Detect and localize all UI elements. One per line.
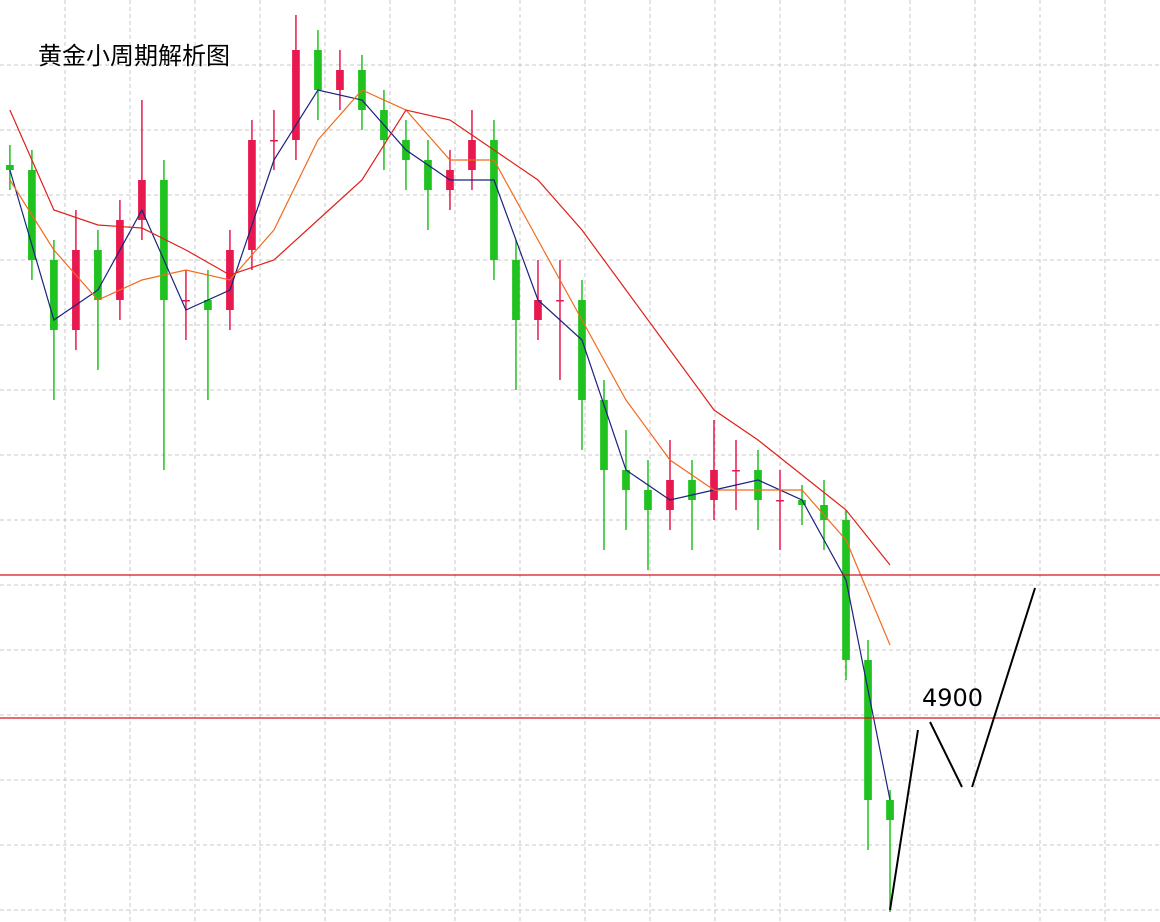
candle-body (248, 140, 256, 250)
candle-body (512, 260, 520, 320)
candle-body (600, 400, 608, 470)
chart-title: 黄金小周期解析图 (38, 42, 230, 70)
candle-body (798, 500, 806, 505)
candle-body (820, 505, 828, 520)
candle-body (556, 300, 564, 302)
candle-body (72, 250, 80, 330)
candle-body (710, 470, 718, 500)
candle-body (864, 660, 872, 800)
candle-body (204, 300, 212, 310)
candle-body (622, 470, 630, 490)
candle-body (886, 800, 894, 820)
plot: 4900 (0, 15, 1160, 912)
candle-body (50, 260, 58, 330)
level-label: 4900 (922, 684, 983, 712)
moving-average (9, 89, 891, 646)
candle-body (534, 300, 542, 320)
candle-body (644, 490, 652, 510)
candle-body (688, 480, 696, 500)
candle-body (270, 140, 278, 142)
moving-average (9, 109, 891, 566)
candle-body (182, 300, 190, 302)
candle-body (292, 50, 300, 140)
candle-body (490, 140, 498, 260)
candle-body (138, 180, 146, 220)
candle-body (776, 500, 784, 502)
candle-body (754, 470, 762, 500)
projection-path (889, 587, 1036, 911)
candle-body (424, 160, 432, 190)
candle-body (578, 300, 586, 400)
candle-body (336, 70, 344, 90)
candle-body (116, 220, 124, 300)
candle-body (842, 520, 850, 660)
moving-average (9, 89, 891, 801)
candle-body (6, 165, 14, 170)
candle-body (666, 480, 674, 510)
candle-body (160, 180, 168, 300)
candle-body (94, 250, 102, 300)
candle-body (314, 50, 322, 90)
candle-body (732, 470, 740, 472)
candle-body (468, 140, 476, 170)
